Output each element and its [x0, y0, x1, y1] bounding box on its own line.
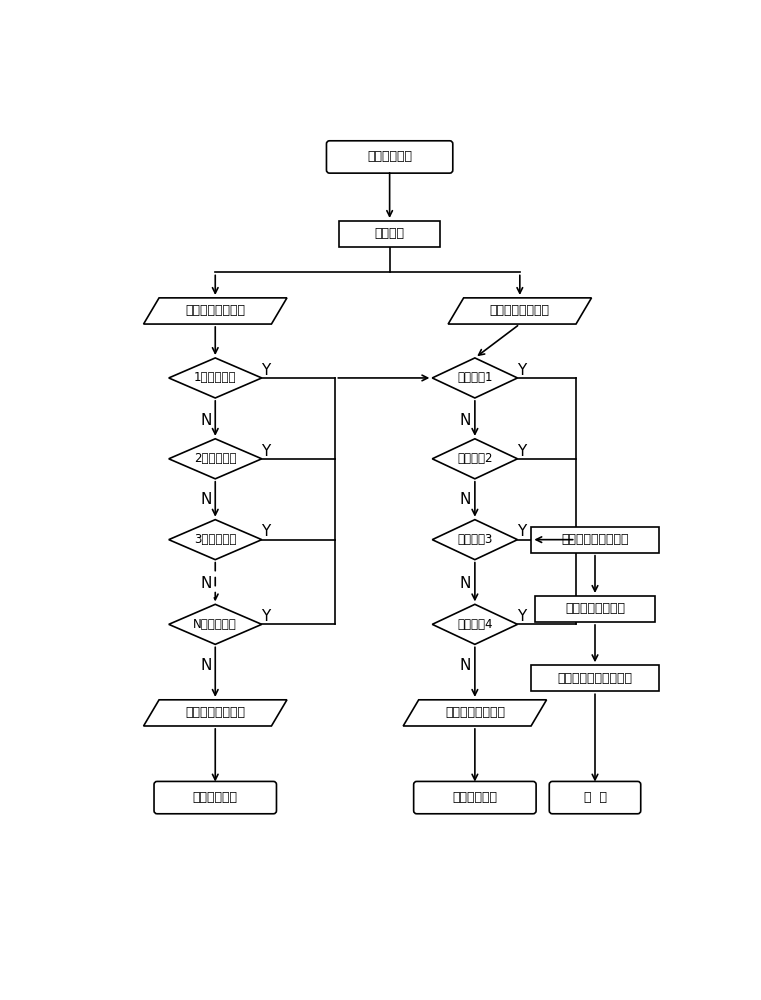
- Text: 结  束: 结 束: [584, 791, 607, 804]
- Text: N号附件铣头: N号附件铣头: [193, 618, 237, 631]
- Text: 自动识别铣头编号: 自动识别铣头编号: [185, 304, 245, 317]
- Text: Y: Y: [261, 363, 270, 378]
- Bar: [531, 665, 659, 691]
- Text: 刀架模块数据处理: 刀架模块数据处理: [565, 602, 625, 615]
- Bar: [339, 221, 440, 247]
- Text: 工件坐标系偏移及旋转: 工件坐标系偏移及旋转: [558, 672, 632, 685]
- FancyBboxPatch shape: [549, 781, 641, 814]
- Bar: [535, 596, 655, 622]
- Text: Y: Y: [517, 444, 526, 459]
- Text: 2号附件铣头: 2号附件铣头: [194, 452, 237, 465]
- Polygon shape: [448, 298, 591, 324]
- Polygon shape: [432, 604, 517, 644]
- Text: 手动复位结束: 手动复位结束: [193, 791, 237, 804]
- Polygon shape: [169, 439, 262, 479]
- Text: N: N: [460, 492, 471, 507]
- Text: Y: Y: [261, 444, 270, 459]
- FancyBboxPatch shape: [414, 781, 536, 814]
- Text: N: N: [200, 576, 212, 591]
- Text: Y: Y: [517, 609, 526, 624]
- Text: 角度方位1: 角度方位1: [457, 371, 492, 384]
- Polygon shape: [403, 700, 546, 726]
- Text: 1号附件铣头: 1号附件铣头: [194, 371, 237, 384]
- Polygon shape: [169, 520, 262, 560]
- Text: 角度方位2: 角度方位2: [457, 452, 492, 465]
- Polygon shape: [144, 298, 287, 324]
- Text: 角度方位3: 角度方位3: [457, 533, 492, 546]
- Text: 偏移及旋转数据处理: 偏移及旋转数据处理: [562, 533, 629, 546]
- Polygon shape: [432, 439, 517, 479]
- Text: N: N: [460, 658, 471, 673]
- Text: N: N: [460, 576, 471, 591]
- Text: Y: Y: [261, 524, 270, 539]
- Text: 手动复位结束: 手动复位结束: [452, 791, 498, 804]
- Polygon shape: [144, 700, 287, 726]
- FancyBboxPatch shape: [326, 141, 453, 173]
- Text: N: N: [460, 413, 471, 428]
- Text: 自动识别铣头角度: 自动识别铣头角度: [490, 304, 550, 317]
- Text: 信息提示角度不对: 信息提示角度不对: [445, 706, 505, 719]
- Text: 信息导入: 信息导入: [374, 227, 405, 240]
- FancyBboxPatch shape: [154, 781, 276, 814]
- Text: N: N: [200, 492, 212, 507]
- Polygon shape: [169, 604, 262, 644]
- Text: Y: Y: [517, 363, 526, 378]
- Text: Y: Y: [517, 524, 526, 539]
- Text: 信息提示无铣头号: 信息提示无铣头号: [185, 706, 245, 719]
- Text: 角度方位4: 角度方位4: [457, 618, 492, 631]
- Text: 3号附件铣头: 3号附件铣头: [194, 533, 237, 546]
- Text: Y: Y: [261, 609, 270, 624]
- Polygon shape: [432, 520, 517, 560]
- Polygon shape: [169, 358, 262, 398]
- Bar: [531, 527, 659, 553]
- Text: 装好附件铣头: 装好附件铣头: [367, 150, 412, 163]
- Polygon shape: [432, 358, 517, 398]
- Text: N: N: [200, 413, 212, 428]
- Text: N: N: [200, 658, 212, 673]
